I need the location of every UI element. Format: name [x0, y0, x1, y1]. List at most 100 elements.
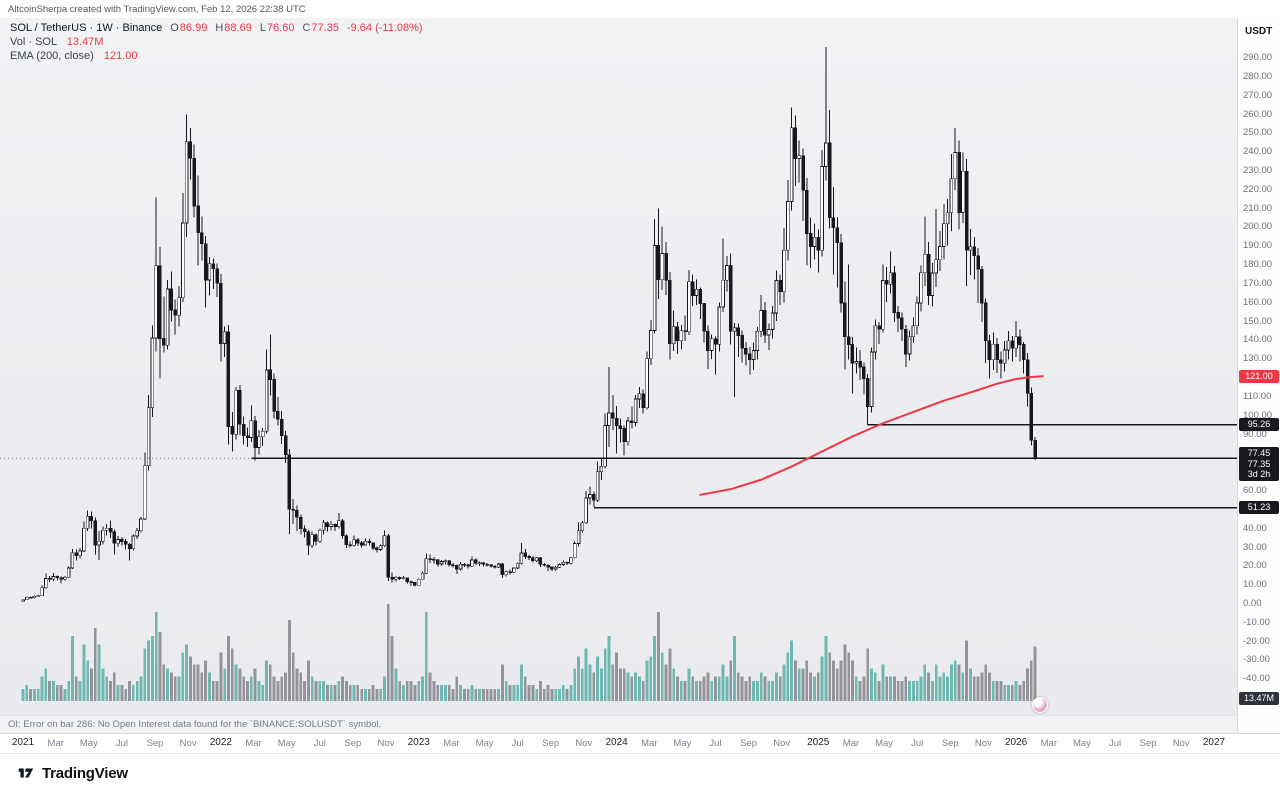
volume-indicator-label: Vol · SOL — [10, 36, 57, 48]
change-value: -9.64 (-11.08%) — [346, 22, 423, 34]
time-axis[interactable]: 2021 2022 2023 2024 2025 2026 2027 Mar May Jul Sep… — [0, 733, 1280, 753]
price-tick-label: -30.00 — [1243, 654, 1270, 666]
ohlc-c: C77.35 — [302, 22, 339, 34]
price-tick-label: 180.00 — [1243, 259, 1273, 271]
volume-legend-row[interactable]: Vol · SOL 13.47M — [10, 35, 423, 49]
ema-line — [699, 375, 1044, 496]
month-label: May — [79, 738, 98, 749]
price-tick-label: 130.00 — [1243, 353, 1273, 365]
month-label: May — [1072, 738, 1091, 749]
price-tick-label: 280.00 — [1243, 70, 1273, 82]
month-label: May — [673, 738, 692, 749]
indicator-error-bar: OI: Error on bar 286: No Open Interest d… — [0, 715, 1237, 733]
currency-label: USDT — [1245, 26, 1273, 37]
month-label: May — [875, 738, 894, 749]
month-label: Sep — [344, 738, 362, 749]
month-label: Mar — [47, 738, 64, 749]
price-tick-label: 100.00 — [1243, 409, 1273, 421]
price-tick-label: 150.00 — [1243, 315, 1273, 327]
price-line-badge: 51.23 — [1239, 501, 1279, 515]
ohlc-h: H88.69 — [215, 22, 252, 34]
price-tick-label: -20.00 — [1243, 635, 1270, 647]
month-label: Sep — [740, 738, 758, 749]
ema-legend-row[interactable]: EMA (200, close) 121.00 — [10, 49, 423, 63]
month-label: Jul — [709, 738, 722, 749]
symbol-title: SOL / TetherUS · 1W · Binance — [10, 22, 163, 34]
year-label: 2023 — [407, 737, 430, 748]
price-tick-label: 110.00 — [1243, 390, 1272, 402]
month-label: Sep — [941, 738, 959, 749]
month-label: Jul — [911, 738, 924, 749]
price-tick-label: 260.00 — [1243, 108, 1273, 120]
year-label: 2026 — [1004, 737, 1028, 748]
price-tick-label: 20.00 — [1243, 560, 1267, 572]
month-label: Mar — [443, 738, 460, 749]
month-label: Jul — [313, 738, 326, 749]
ohlc-o: O86.99 — [170, 22, 208, 34]
price-tick-label: -40.00 — [1243, 673, 1270, 685]
year-label: 2024 — [605, 737, 628, 748]
year-label: 2021 — [11, 737, 35, 748]
price-line-badge: 77.45 — [1239, 446, 1279, 460]
ema-indicator-value: 121.00 — [103, 50, 138, 62]
ohlc-values: O86.99 H88.69 L76.60 C77.35 — [162, 22, 339, 34]
ema-indicator-label: EMA (200, close) — [10, 50, 94, 62]
candles-layer — [21, 47, 1037, 602]
month-label: Mar — [245, 738, 262, 749]
month-label: Sep — [146, 738, 164, 749]
price-tick-label: 160.00 — [1243, 296, 1273, 308]
price-tick-label: 270.00 — [1243, 89, 1273, 101]
month-label: Nov — [377, 738, 395, 749]
price-tick-label: 220.00 — [1243, 183, 1273, 195]
month-label: May — [277, 738, 296, 749]
symbol-legend-row[interactable]: SOL / TetherUS · 1W · Binance O86.99 H88.6… — [10, 21, 423, 35]
price-tick-label: 290.00 — [1243, 52, 1273, 64]
countdown-badge: 3d 2h — [1239, 467, 1279, 481]
price-tick-label: 230.00 — [1243, 164, 1273, 176]
volume-layer — [21, 603, 1037, 701]
month-label: May — [475, 738, 494, 749]
chart-pane[interactable]: SOL / TetherUS · 1W · Binance O86.99 H88.6… — [0, 18, 1237, 715]
price-tick-label: -10.00 — [1243, 616, 1270, 628]
ema-price-badge: 121.00 — [1239, 369, 1279, 383]
tradingview-logo[interactable]: TradingView — [16, 763, 128, 783]
month-label: Mar — [641, 738, 658, 749]
volume-value-badge: 13.47M — [1239, 691, 1279, 705]
month-label: Nov — [974, 738, 992, 749]
price-tick-label: 40.00 — [1243, 522, 1267, 534]
month-label: Sep — [1139, 738, 1157, 749]
price-tick-label: 60.00 — [1243, 485, 1267, 497]
year-label: 2022 — [209, 737, 232, 748]
sticker-avatar-icon — [1032, 697, 1048, 713]
last-price-badge: 77.35 — [1239, 457, 1279, 471]
month-label: Nov — [575, 738, 593, 749]
price-tick-label: 200.00 — [1243, 221, 1273, 233]
year-label: 2025 — [807, 737, 830, 748]
price-tick-label: 10.00 — [1243, 579, 1267, 591]
footer-bar: TradingView — [0, 753, 1280, 791]
price-tick-label: 210.00 — [1243, 202, 1273, 214]
price-tick-label: 90.00 — [1243, 428, 1267, 440]
chart-legend: SOL / TetherUS · 1W · Binance O86.99 H88.6… — [10, 21, 423, 63]
month-label: Mar — [842, 738, 860, 749]
price-tick-label: 240.00 — [1243, 146, 1273, 158]
month-label: Jul — [1108, 738, 1122, 749]
month-label: Jul — [115, 738, 128, 749]
price-tick-label: 190.00 — [1243, 240, 1273, 252]
price-tick-label: 170.00 — [1243, 277, 1273, 289]
month-label: Nov — [179, 738, 197, 749]
tradingview-mark-icon — [18, 768, 34, 778]
price-tick-label: 140.00 — [1243, 334, 1273, 346]
tradingview-wordmark: TradingView — [42, 764, 128, 782]
month-label: Sep — [542, 738, 560, 749]
ohlc-l: L76.60 — [259, 22, 295, 34]
month-label: Nov — [773, 738, 791, 749]
volume-indicator-value: 13.47M — [66, 36, 104, 48]
chart-canvas[interactable] — [0, 18, 1237, 715]
month-label: Jul — [511, 738, 524, 749]
price-line-badge: 95.26 — [1239, 418, 1279, 432]
year-label: 2027 — [1202, 737, 1226, 748]
attribution-text: AltcoinSherpa created with TradingView.c… — [0, 0, 1280, 18]
price-axis[interactable]: USDT 290.00 280.00 270.00 260.00 250.00 240.0… — [1237, 18, 1280, 733]
